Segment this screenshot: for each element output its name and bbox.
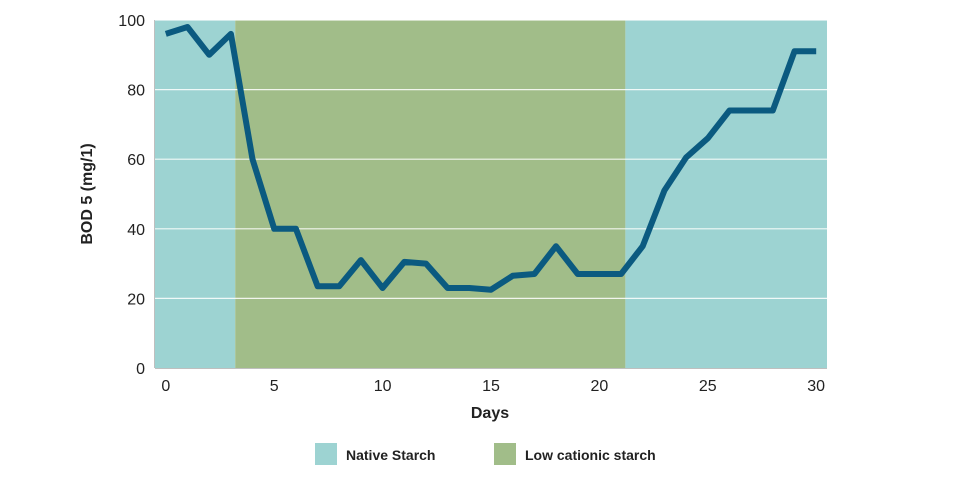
y-tick-label-80: 80 [127, 83, 145, 100]
y-tick-label-60: 60 [127, 152, 145, 169]
x-tick-label-0: 0 [161, 378, 170, 395]
x-tick-label-10: 10 [374, 378, 392, 395]
region-band-0 [155, 20, 236, 368]
axes [154, 20, 827, 369]
y-tick-label-0: 0 [136, 361, 145, 378]
tick-labels: 0 20 40 60 80 100 0 5 10 15 20 25 30 [118, 13, 825, 395]
y-tick-label-20: 20 [127, 291, 145, 308]
region-band-1 [235, 20, 626, 368]
y-axis-title: BOD 5 (mg/1) [79, 143, 96, 244]
x-axis-title: Days [471, 405, 509, 422]
y-tick-label-40: 40 [127, 222, 145, 239]
x-tick-label-25: 25 [699, 378, 717, 395]
x-tick-label-30: 30 [807, 378, 825, 395]
legend-swatch-0 [315, 443, 337, 465]
x-tick-label-15: 15 [482, 378, 500, 395]
x-tick-label-20: 20 [590, 378, 608, 395]
x-tick-label-5: 5 [270, 378, 279, 395]
legend-label-1: Low cationic starch [525, 447, 656, 463]
gridlines [155, 19, 827, 299]
shaded-regions [155, 20, 827, 368]
data-series [164, 24, 817, 293]
region-band-2 [625, 20, 827, 368]
legend: Native Starch Low cationic starch [315, 443, 656, 465]
y-tick-label-100: 100 [118, 13, 145, 30]
series-line-0 [164, 24, 817, 293]
legend-swatch-1 [494, 443, 516, 465]
legend-label-0: Native Starch [346, 447, 435, 463]
